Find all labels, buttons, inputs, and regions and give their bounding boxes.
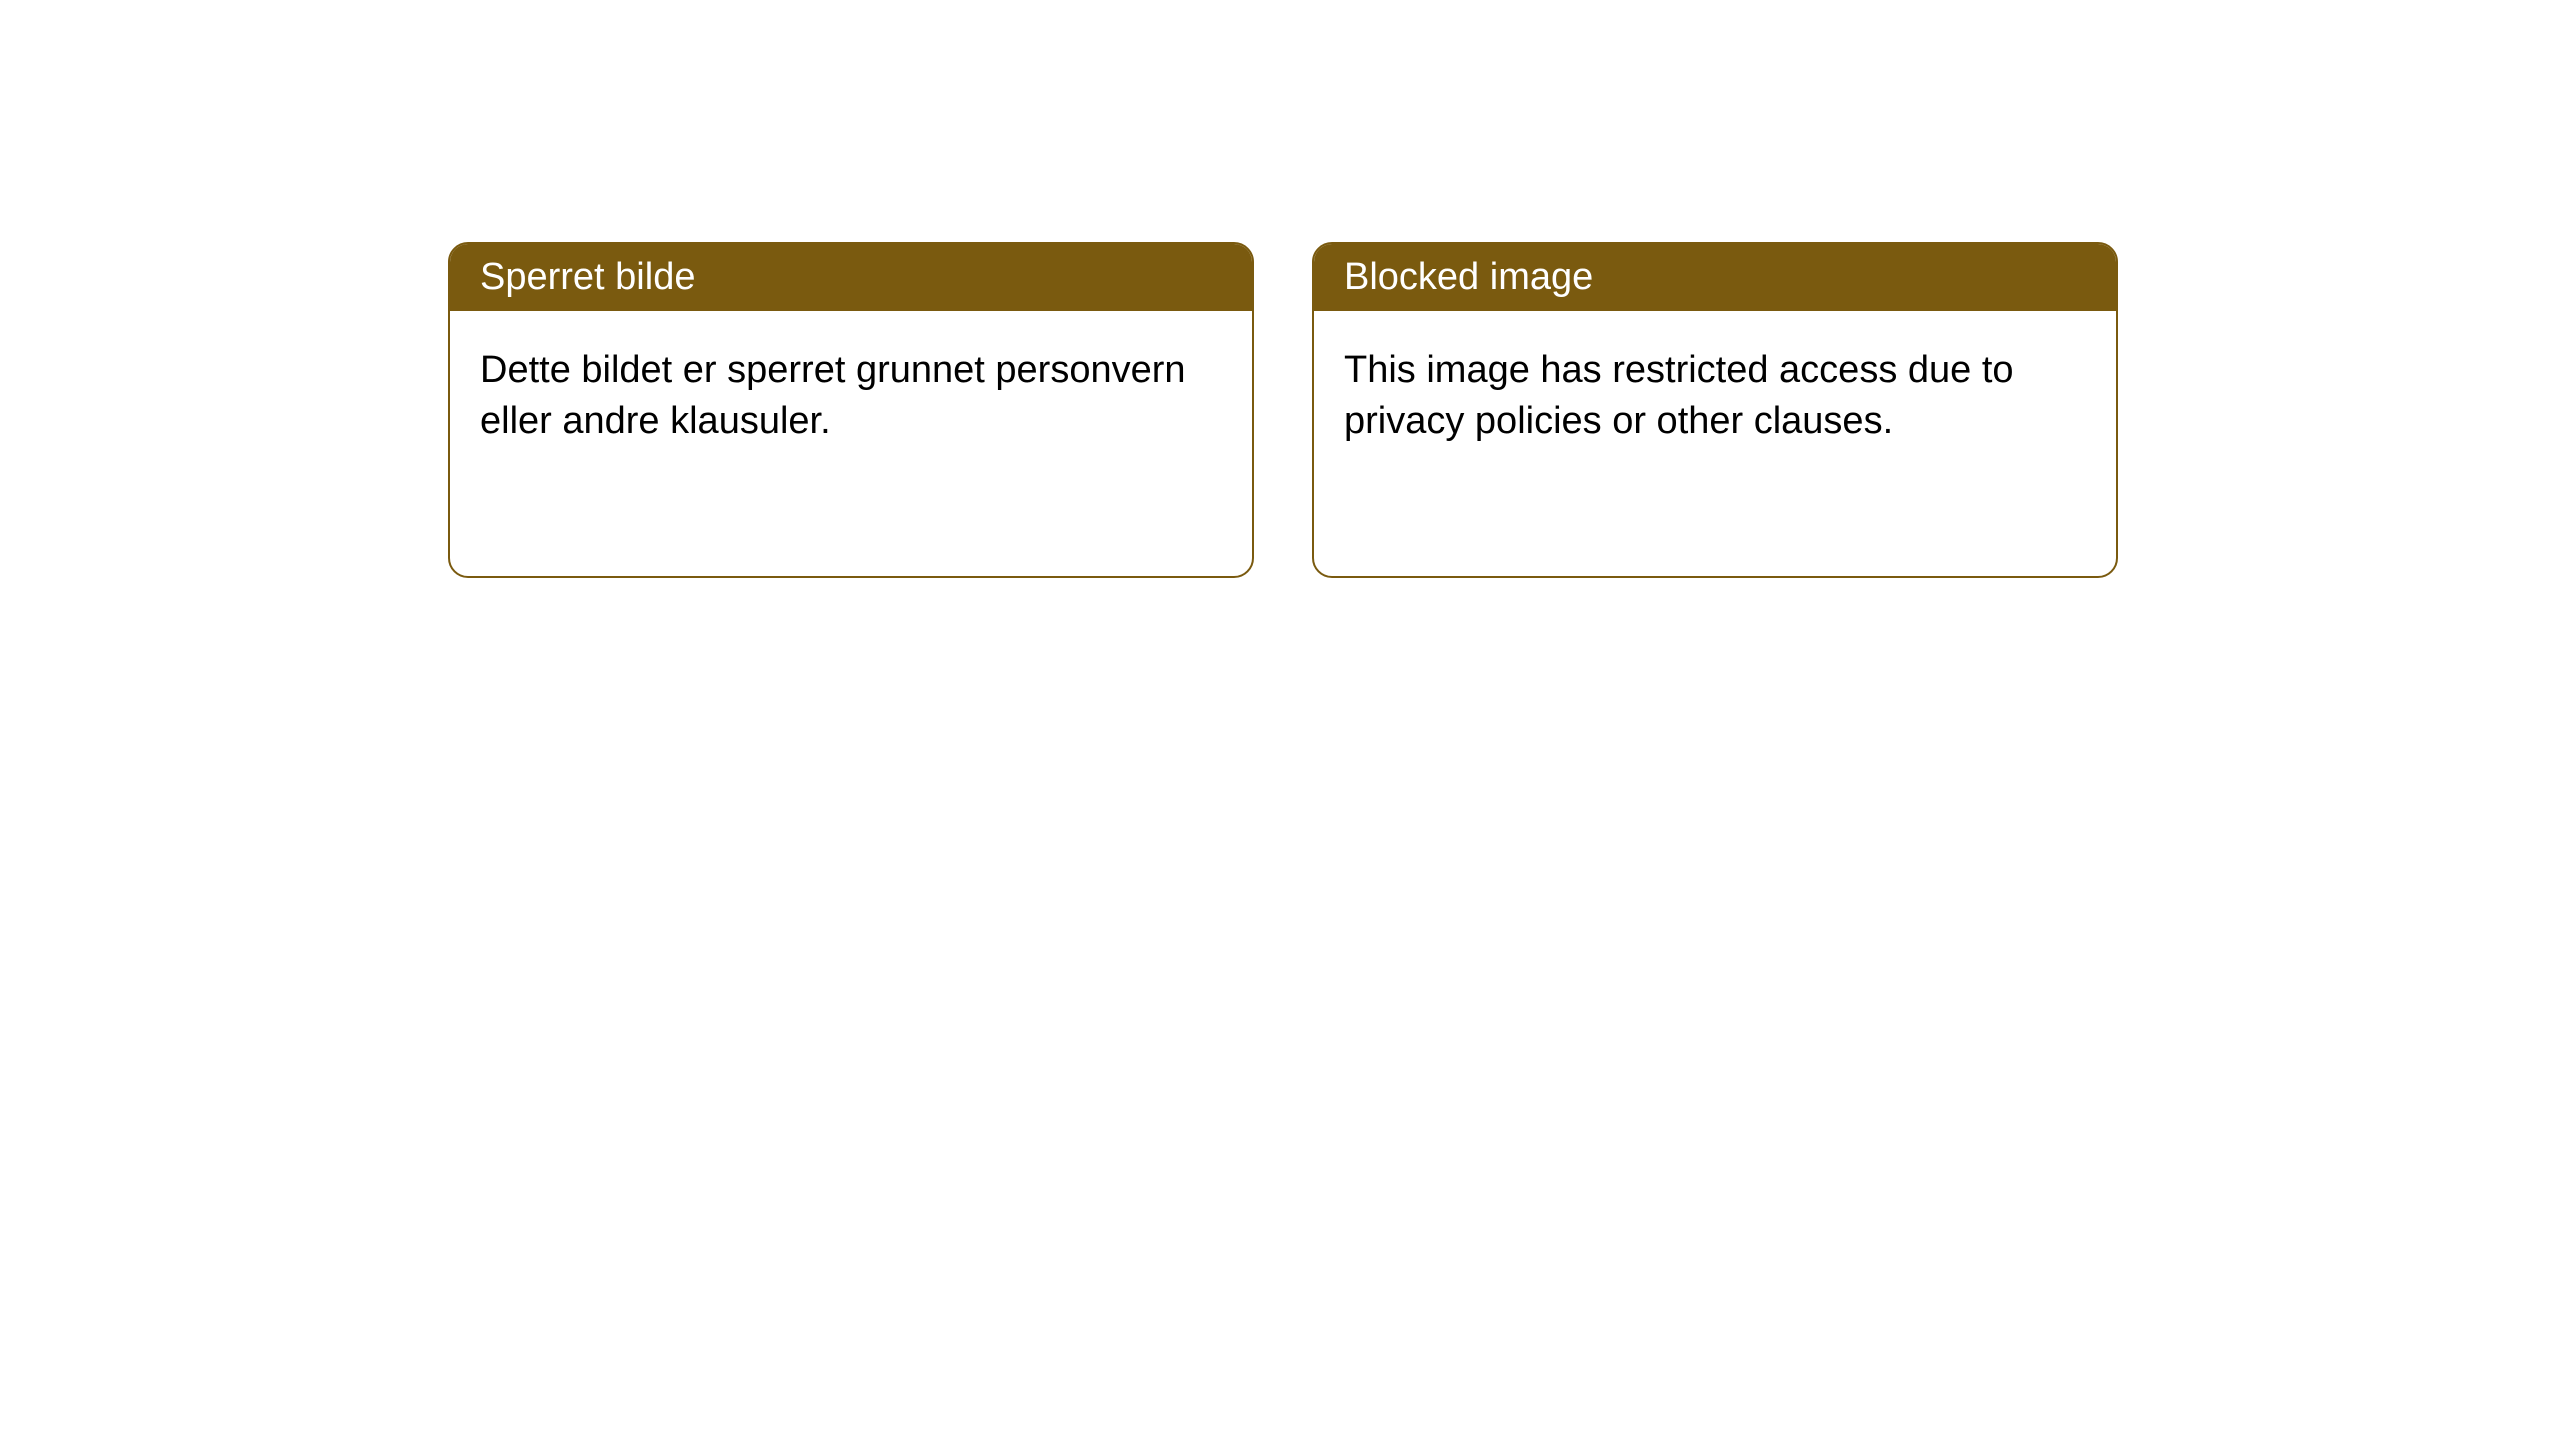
notice-card-title: Sperret bilde xyxy=(480,256,695,298)
notice-cards-container: Sperret bilde Dette bildet er sperret gr… xyxy=(0,0,2560,578)
notice-card-header: Sperret bilde xyxy=(450,244,1252,311)
notice-card-norwegian: Sperret bilde Dette bildet er sperret gr… xyxy=(448,242,1254,578)
notice-card-header: Blocked image xyxy=(1314,244,2116,311)
notice-card-body: This image has restricted access due to … xyxy=(1314,311,2116,482)
notice-card-title: Blocked image xyxy=(1344,256,1593,298)
notice-card-text: This image has restricted access due to … xyxy=(1344,349,2014,442)
notice-card-english: Blocked image This image has restricted … xyxy=(1312,242,2118,578)
notice-card-text: Dette bildet er sperret grunnet personve… xyxy=(480,349,1186,442)
notice-card-body: Dette bildet er sperret grunnet personve… xyxy=(450,311,1252,482)
